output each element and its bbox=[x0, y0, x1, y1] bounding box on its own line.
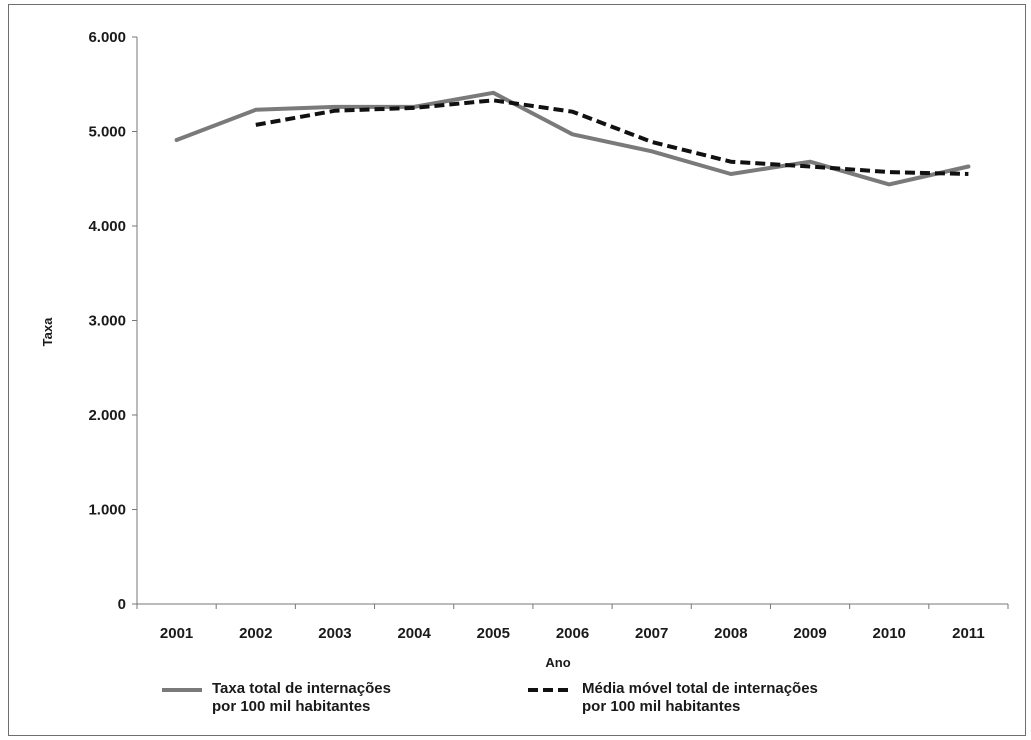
legend-label-2: Média móvel total de internações bbox=[582, 680, 818, 697]
y-axis-ticks: 0 1.000 2.000 3.000 4.000 5.000 6.000 bbox=[88, 29, 137, 613]
legend-label-2: por 100 mil habitantes bbox=[582, 698, 740, 715]
x-tick-label: 2001 bbox=[160, 625, 193, 642]
x-axis-ticks: 2001 2002 2003 2004 2005 2006 2007 2008 2009 2010… bbox=[136, 604, 1009, 642]
y-tick-label: 2.000 bbox=[88, 407, 126, 424]
y-tick-label: 6.000 bbox=[88, 29, 126, 46]
x-tick-label: 2005 bbox=[477, 625, 510, 642]
y-tick-label: 0 bbox=[118, 596, 126, 613]
y-tick-label: 3.000 bbox=[88, 313, 126, 330]
x-tick-label: 2011 bbox=[952, 625, 985, 642]
x-tick-label: 2009 bbox=[793, 625, 826, 642]
series-lines bbox=[174, 90, 971, 187]
x-tick-label: 2006 bbox=[556, 625, 589, 642]
axes bbox=[136, 37, 1008, 605]
y-tick-label: 5.000 bbox=[88, 124, 126, 141]
x-tick-label: 2004 bbox=[397, 625, 431, 642]
x-axis-title: Ano bbox=[545, 655, 570, 670]
legend-label-1: Taxa total de internações bbox=[212, 680, 391, 697]
y-tick-label: 1.000 bbox=[88, 502, 126, 519]
x-tick-label: 2003 bbox=[318, 625, 351, 642]
legend-label-1: por 100 mil habitantes bbox=[212, 698, 370, 715]
x-tick-label: 2008 bbox=[714, 625, 747, 642]
x-tick-label: 2002 bbox=[239, 625, 272, 642]
y-tick-label: 4.000 bbox=[88, 218, 126, 235]
x-tick-label: 2007 bbox=[635, 625, 668, 642]
y-axis-title: Taxa bbox=[40, 317, 55, 346]
series-line-2 bbox=[255, 98, 969, 176]
chart-frame bbox=[8, 4, 1026, 736]
x-tick-label: 2010 bbox=[873, 625, 906, 642]
